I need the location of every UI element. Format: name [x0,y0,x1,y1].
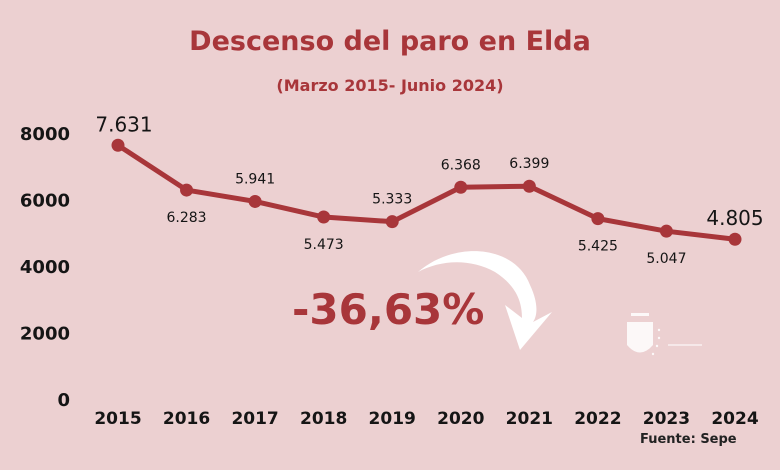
chart-subtitle: (Marzo 2015- Junio 2024) [276,76,504,95]
data-label: 5.333 [372,192,412,208]
elda-logo-icon [627,313,702,356]
data-label: 5.425 [578,239,618,255]
data-point [111,138,125,152]
chart-title: Descenso del paro en Elda [189,26,591,57]
y-tick-label: 0 [57,390,70,411]
data-label: 6.368 [441,157,481,173]
x-tick-label: 2024 [711,409,758,429]
data-label: 4.805 [706,206,763,230]
x-axis-ticks: 2015 2016 2017 2018 2019 2020 2021 2022 2023 2024 [94,409,758,429]
data-label: 5.047 [646,251,686,267]
data-label: 5.941 [235,171,275,187]
x-tick-label: 2019 [369,409,416,429]
data-point [248,194,262,208]
x-tick-label: 2021 [506,409,553,429]
y-axis-ticks: 0 2000 4000 6000 8000 [20,124,70,411]
series-line [115,142,738,242]
x-tick-label: 2015 [94,409,141,429]
data-point [385,215,399,229]
data-point [317,210,331,224]
curved-arrow-down-icon [418,251,552,350]
y-tick-label: 6000 [20,191,70,212]
data-label: 5.473 [304,237,344,253]
data-point [728,232,742,246]
y-tick-label: 8000 [20,124,70,145]
y-tick-label: 4000 [20,257,70,278]
data-label: 6.399 [509,156,549,172]
y-tick-label: 2000 [20,324,70,345]
x-tick-label: 2023 [643,409,690,429]
x-tick-label: 2020 [437,409,484,429]
x-tick-label: 2017 [231,409,278,429]
data-point [591,212,605,226]
data-label: 6.283 [167,210,207,226]
x-tick-label: 2018 [300,409,347,429]
percent-change-label: -36,63% [292,285,485,334]
data-labels: 7.631 6.283 5.941 5.473 5.333 6.368 6.399 5.425… [95,112,763,267]
data-point [180,183,194,197]
data-label: 7.631 [95,112,152,136]
data-point [522,179,536,193]
x-tick-label: 2022 [574,409,621,429]
data-point [454,180,468,194]
source-label: Fuente: Sepe [640,432,737,447]
x-tick-label: 2016 [163,409,210,429]
data-points [111,138,742,246]
data-point [659,224,673,238]
